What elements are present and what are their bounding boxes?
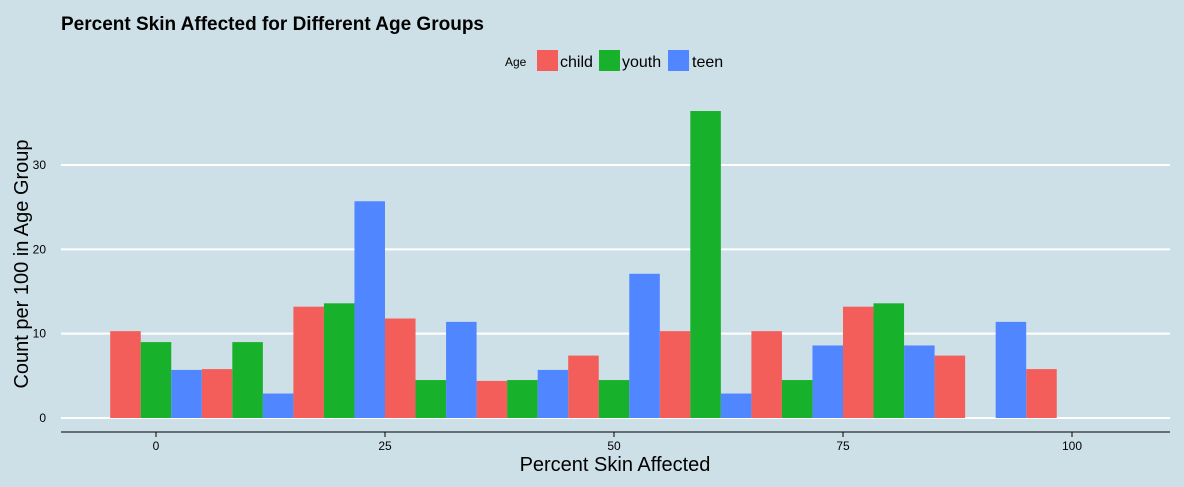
- bar-youth: [781, 380, 813, 418]
- bar-youth: [232, 342, 263, 418]
- bar-teen: [904, 345, 935, 418]
- y-tick-label: 20: [33, 242, 47, 256]
- bar-teen: [354, 201, 385, 418]
- bar-child: [843, 306, 874, 418]
- legend-label-youth: youth: [622, 54, 661, 71]
- bar-youth: [415, 380, 447, 418]
- x-tick-label: 50: [607, 439, 621, 453]
- x-tick-label: 25: [378, 439, 392, 453]
- bar-child: [476, 380, 508, 418]
- bar-youth: [873, 303, 905, 418]
- bar-child: [934, 355, 966, 418]
- chart-title: Percent Skin Affected for Different Age …: [61, 14, 484, 35]
- y-tick-label: 30: [33, 158, 47, 172]
- bar-teen: [537, 369, 569, 418]
- bar-child: [201, 369, 233, 418]
- y-axis-label: Count per 100 in Age Group: [11, 139, 33, 388]
- bar-teen: [446, 321, 477, 418]
- legend-swatch-child: [537, 50, 558, 71]
- bar-youth: [507, 380, 538, 418]
- legend-label-child: child: [560, 54, 593, 71]
- legend-swatch-teen: [668, 50, 689, 71]
- x-axis-label: Percent Skin Affected: [520, 454, 711, 476]
- x-tick-label: 100: [1062, 439, 1082, 453]
- legend-label-teen: teen: [692, 54, 723, 71]
- x-axis-ticks: 0 25 50 75 100: [153, 432, 1082, 453]
- legend-title: Age: [505, 55, 527, 69]
- bar-teen: [812, 345, 843, 418]
- bar-teen: [262, 393, 294, 418]
- legend: Age child youth teen: [505, 50, 723, 71]
- legend-swatch-youth: [599, 50, 620, 71]
- y-axis-ticks: 0 10 20 30: [33, 158, 47, 425]
- bar-teen: [171, 369, 202, 418]
- bar-child: [1026, 369, 1057, 418]
- bar-child: [659, 331, 691, 418]
- bar-youth: [323, 303, 355, 418]
- y-tick-label: 0: [39, 411, 46, 425]
- bar-child: [110, 331, 141, 418]
- bar-child: [385, 318, 416, 418]
- bar-teen: [629, 273, 660, 418]
- bars: [110, 111, 1057, 418]
- x-tick-label: 0: [153, 439, 160, 453]
- bar-child: [568, 355, 599, 418]
- bar-youth: [690, 111, 721, 418]
- bar-youth: [140, 342, 172, 418]
- x-tick-label: 75: [836, 439, 850, 453]
- bar-teen: [995, 321, 1027, 418]
- y-tick-label: 10: [33, 327, 47, 341]
- bar-youth: [598, 380, 630, 418]
- bar-teen: [720, 393, 752, 418]
- bar-child: [751, 331, 782, 418]
- bar-child: [293, 306, 324, 418]
